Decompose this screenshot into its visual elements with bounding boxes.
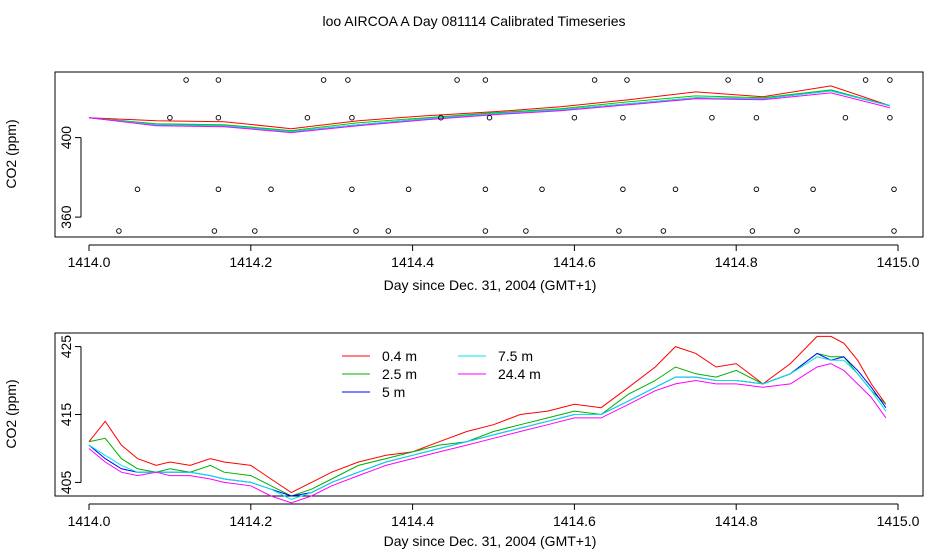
series-line-3: [88, 356, 887, 500]
upper-points-group: [116, 77, 897, 234]
x-tick-label: 1414.8: [715, 513, 758, 529]
upper-plot-frame: [54, 71, 924, 238]
series-line-1: [88, 89, 891, 132]
data-point: [438, 114, 444, 121]
data-point: [862, 77, 869, 83]
data-point: [616, 228, 622, 234]
series-line-3: [88, 90, 891, 133]
data-point: [523, 228, 529, 234]
data-point: [215, 77, 222, 83]
y-tick-label: 415: [58, 403, 74, 427]
lower-x-axis: 1414.0 1414.2 1414.4 1414.6 1414.8 1415.0: [68, 503, 920, 529]
x-tick-label: 1414.0: [68, 513, 111, 529]
figure-title: loo AIRCOA A Day 081114 Calibrated Times…: [323, 13, 626, 29]
data-point: [349, 114, 355, 121]
series-line-0: [88, 335, 887, 494]
data-point: [482, 186, 489, 193]
data-point: [482, 228, 489, 234]
y-tick-label: 425: [58, 335, 74, 359]
y-tick-label: 360: [58, 205, 74, 229]
legend-label: 0.4 m: [382, 348, 417, 364]
series-line-4: [88, 92, 891, 134]
data-point: [268, 186, 274, 193]
upper-panel: 1414.0 1414.2 1414.4 1414.6 1414.8 1415.0 360…: [3, 71, 924, 293]
data-point: [486, 114, 493, 121]
legend: 0.4 m 2.5 m 5 m 7.5 m 24.4 m: [342, 348, 541, 400]
x-tick-label: 1414.8: [715, 254, 758, 270]
upper-x-axis: 1414.0 1414.2 1414.4 1414.6 1414.8 1415.0: [68, 244, 920, 270]
data-point: [891, 186, 897, 193]
x-tick-label: 1415.0: [877, 254, 920, 270]
x-tick-label: 1414.4: [391, 254, 434, 270]
data-point: [624, 77, 630, 83]
upper-y-axis-label: CO2 (ppm): [3, 119, 19, 188]
legend-label: 24.4 m: [498, 366, 541, 382]
x-tick-label: 1414.6: [553, 254, 596, 270]
data-point: [353, 228, 359, 234]
data-point: [887, 77, 893, 83]
legend-label: 2.5 m: [382, 366, 417, 382]
data-point: [215, 186, 222, 193]
data-point: [620, 186, 626, 193]
x-tick-label: 1414.2: [229, 254, 272, 270]
legend-label: 7.5 m: [498, 348, 533, 364]
data-point: [134, 186, 141, 193]
data-point: [620, 114, 626, 121]
x-tick-label: 1415.0: [877, 513, 920, 529]
data-point: [571, 114, 578, 121]
upper-y-axis: 360 400: [58, 126, 82, 229]
data-point: [215, 114, 222, 121]
data-point: [660, 228, 667, 234]
data-point: [482, 77, 489, 83]
lower-y-axis: 405 415 425: [58, 335, 82, 495]
lower-series-group: [88, 335, 887, 504]
data-point: [887, 114, 893, 121]
data-point: [349, 186, 355, 193]
x-tick-label: 1414.4: [391, 513, 434, 529]
data-point: [539, 186, 545, 193]
data-point: [709, 114, 715, 121]
series-line-2: [88, 352, 887, 497]
x-tick-label: 1414.6: [553, 513, 596, 529]
data-point: [672, 186, 679, 193]
series-line-4: [88, 363, 887, 504]
series-line-0: [88, 85, 891, 130]
data-point: [842, 114, 849, 121]
data-point: [749, 228, 756, 234]
data-point: [320, 77, 327, 83]
data-point: [591, 77, 598, 83]
data-point: [454, 77, 460, 83]
data-point: [252, 228, 258, 234]
lower-plot-frame: [54, 332, 924, 497]
data-point: [794, 228, 800, 234]
x-tick-label: 1414.2: [229, 513, 272, 529]
upper-x-axis-label: Day since Dec. 31, 2004 (GMT+1): [384, 277, 597, 293]
data-point: [405, 186, 412, 193]
legend-label: 5 m: [382, 384, 405, 400]
series-line-1: [88, 352, 887, 497]
y-tick-label: 400: [58, 126, 74, 150]
data-point: [116, 228, 122, 234]
lower-x-axis-label: Day since Dec. 31, 2004 (GMT+1): [384, 533, 597, 549]
lower-panel: 1414.0 1414.2 1414.4 1414.6 1414.8 1415.0 405…: [3, 332, 924, 549]
y-tick-label: 405: [58, 471, 74, 495]
lower-y-axis-label: CO2 (ppm): [3, 379, 19, 448]
data-point: [810, 186, 816, 193]
data-point: [725, 77, 731, 83]
data-point: [753, 186, 760, 193]
x-tick-label: 1414.0: [68, 254, 111, 270]
data-point: [167, 114, 173, 121]
data-point: [385, 228, 392, 234]
data-point: [757, 77, 764, 83]
upper-series-group: [88, 85, 891, 134]
data-point: [753, 114, 760, 121]
data-point: [183, 77, 189, 83]
data-point: [891, 228, 897, 234]
data-point: [304, 114, 311, 121]
data-point: [211, 228, 218, 234]
data-point: [345, 77, 351, 83]
